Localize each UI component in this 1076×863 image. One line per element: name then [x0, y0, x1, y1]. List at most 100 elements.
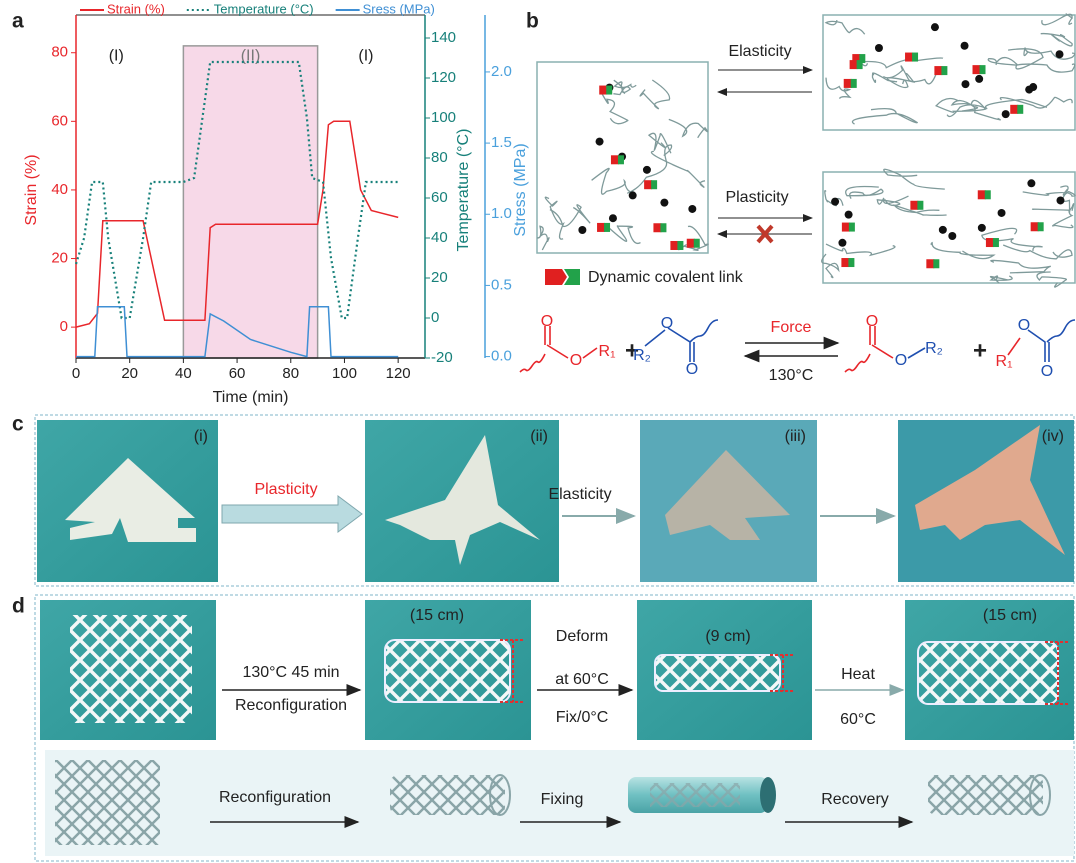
- y-tick-label: 0: [60, 318, 68, 335]
- dynamic-link: [933, 259, 939, 268]
- dynamic-link: [687, 239, 695, 248]
- photo-label: (iv): [1042, 428, 1064, 445]
- arrow-label: Elasticity: [548, 486, 611, 503]
- crosslink: [998, 209, 1006, 217]
- size-label: (9 cm): [705, 628, 750, 645]
- link-icon: [545, 269, 567, 285]
- atom: R₁: [996, 353, 1013, 370]
- dynamic-link: [841, 258, 849, 267]
- y2-tick-label: 0: [431, 309, 439, 326]
- arrow-label: Plasticity: [725, 189, 788, 206]
- crosslink: [948, 232, 956, 240]
- atom: O: [1041, 363, 1053, 380]
- crosslink: [845, 211, 853, 219]
- dynamic-link: [850, 60, 858, 69]
- step-text: Reconfiguration: [219, 789, 331, 806]
- legend-text: Temperature (°C): [214, 1, 314, 16]
- crosslink: [961, 42, 969, 50]
- dynamic-link: [618, 155, 624, 164]
- crosslink: [939, 226, 947, 234]
- panel-label: d: [12, 595, 25, 618]
- dynamic-link: [851, 79, 857, 88]
- region-label: (I): [358, 47, 373, 64]
- dynamic-link: [978, 190, 986, 199]
- y-axis-label: Strain (%): [23, 154, 40, 225]
- dynamic-link: [993, 238, 999, 247]
- step-text: 60°C: [840, 711, 876, 728]
- y-tick-label: 60: [51, 112, 68, 129]
- y3-tick-label: 0.0: [491, 348, 512, 365]
- y2-tick-label: 80: [431, 149, 448, 166]
- step-text: at 60°C: [555, 671, 609, 688]
- legend-text: Sress (MPa): [363, 1, 435, 16]
- crosslink: [875, 44, 883, 52]
- atom: O: [570, 352, 582, 369]
- step-text: Fixing: [541, 791, 584, 808]
- dynamic-link: [653, 223, 661, 232]
- atom: R₂: [925, 340, 943, 357]
- figure: a b c d Elasticity Plasticity Dynamic co…: [0, 0, 1076, 863]
- region-label: (I): [109, 47, 124, 64]
- crosslink: [1029, 83, 1037, 91]
- legend-text: Strain (%): [107, 1, 165, 16]
- dynamic-link: [1017, 105, 1023, 114]
- crosslink: [643, 166, 651, 174]
- crosslink: [975, 75, 983, 83]
- panel-label: b: [526, 10, 539, 33]
- x-tick-label: 80: [282, 365, 299, 382]
- photo-label: (ii): [530, 428, 548, 445]
- x-tick-label: 0: [72, 365, 80, 382]
- dynamic-link: [842, 223, 850, 232]
- step-text: 130°C 45 min: [242, 664, 339, 681]
- y-tick-label: 20: [51, 249, 68, 266]
- dynamic-link: [1010, 105, 1018, 114]
- x-tick-label: 40: [175, 365, 192, 382]
- x-tick-label: 100: [332, 365, 357, 382]
- dynamic-link: [844, 79, 852, 88]
- y2-tick-label: 100: [431, 109, 456, 126]
- atom: O: [866, 313, 878, 330]
- crosslink: [688, 205, 696, 213]
- arrow-label: Elasticity: [728, 43, 791, 60]
- y2-tick-label: 120: [431, 69, 456, 86]
- y3-tick-label: 0.5: [491, 276, 512, 293]
- dynamic-link: [651, 180, 657, 189]
- step-text: Deform: [556, 628, 608, 645]
- atom: O: [541, 313, 553, 330]
- dynamic-link: [980, 65, 986, 74]
- dynamic-link: [604, 223, 610, 232]
- crosslink: [1056, 50, 1064, 58]
- y2-tick-label: 140: [431, 29, 456, 46]
- step-text: Fix/0°C: [556, 709, 609, 726]
- crosslink: [961, 80, 969, 88]
- y2-tick-label: 20: [431, 269, 448, 286]
- dynamic-link: [1038, 222, 1044, 231]
- dynamic-link: [597, 223, 605, 232]
- dynamic-link: [926, 259, 934, 268]
- step-text: Reconfiguration: [235, 697, 347, 714]
- layout: a b c d Elasticity Plasticity Dynamic co…: [12, 10, 1075, 861]
- y2-axis-label: Temperature (°C): [455, 129, 472, 252]
- network-box: [823, 15, 1075, 130]
- y-tick-label: 40: [51, 181, 68, 198]
- atom: O: [895, 352, 907, 369]
- dynamic-link: [985, 190, 991, 199]
- reaction-condition: 130°C: [769, 367, 814, 384]
- step-text: Recovery: [821, 791, 889, 808]
- photo-label: (i): [194, 428, 208, 445]
- dynamic-link: [848, 258, 854, 267]
- size-label: (15 cm): [983, 607, 1037, 624]
- dynamic-link: [917, 201, 923, 210]
- crosslink: [1056, 196, 1064, 204]
- crosslink: [1002, 110, 1010, 118]
- y-tick-label: 80: [51, 44, 68, 61]
- reaction-condition: Force: [771, 319, 812, 336]
- step-text: Heat: [841, 666, 875, 683]
- y3-tick-label: 1.5: [491, 134, 512, 151]
- dynamic-link: [694, 239, 700, 248]
- dynamic-link: [934, 66, 942, 75]
- dynamic-link: [677, 241, 683, 250]
- y2-tick-label: 60: [431, 189, 448, 206]
- crosslink: [931, 23, 939, 31]
